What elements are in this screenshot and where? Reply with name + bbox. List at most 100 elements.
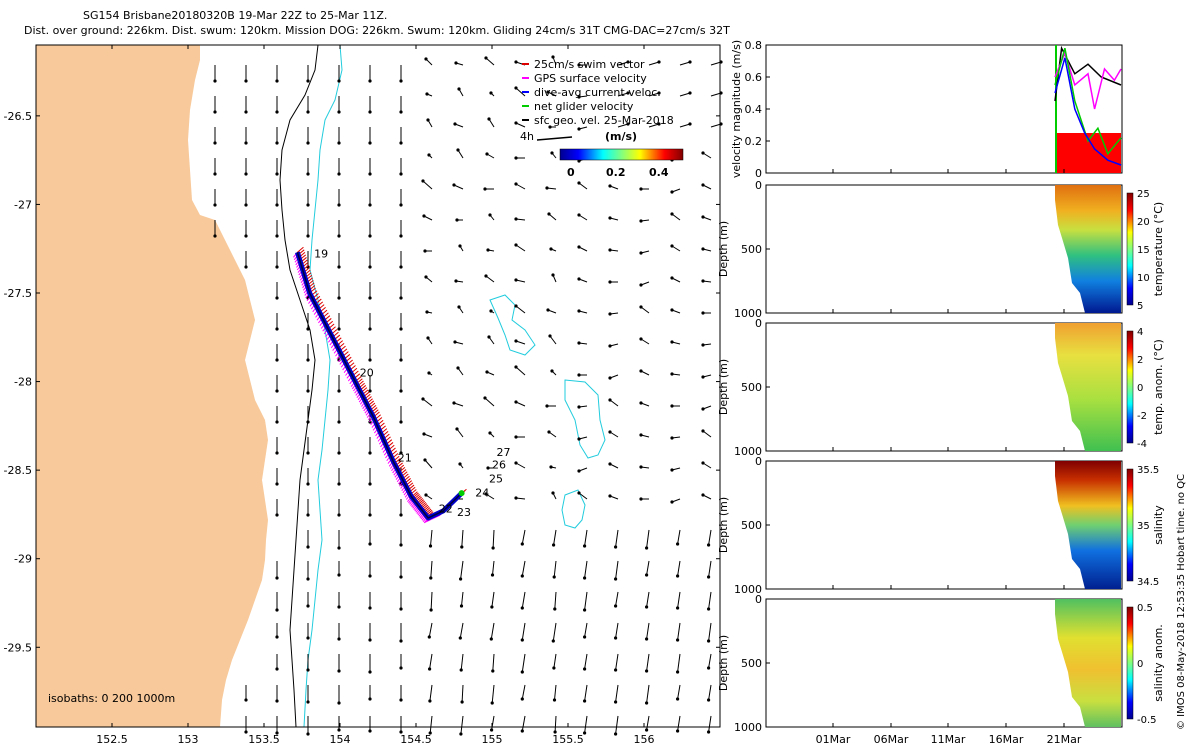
current-arrow bbox=[485, 57, 495, 66]
vel-y-tick-label: 0.4 bbox=[745, 103, 763, 116]
heatmap-ylabel: Depth (m) bbox=[717, 359, 730, 415]
current-arrow bbox=[708, 529, 712, 546]
current-arrow-head bbox=[275, 608, 279, 612]
current-arrow-head bbox=[670, 340, 674, 344]
current-arrow-head bbox=[337, 234, 341, 238]
current-arrow-head bbox=[337, 389, 341, 393]
colorbar-tick: 0.4 bbox=[649, 166, 669, 179]
heatmap-y-tick-label: 1000 bbox=[734, 307, 762, 320]
current-arrow-head bbox=[645, 669, 649, 673]
current-arrow bbox=[429, 653, 433, 670]
current-arrow-head bbox=[455, 218, 459, 222]
current-arrow-head bbox=[688, 122, 692, 126]
day-label: 20 bbox=[360, 366, 374, 379]
current-arrow-head bbox=[275, 172, 279, 176]
current-arrow-head bbox=[399, 513, 403, 517]
current-arrow-head bbox=[244, 110, 248, 114]
current-arrow-head bbox=[514, 304, 518, 308]
current-arrow-head bbox=[670, 190, 674, 194]
map-y-tick-label: -29.5 bbox=[4, 641, 32, 654]
current-arrow-head bbox=[577, 181, 581, 185]
current-arrow-head bbox=[639, 251, 643, 255]
current-arrow-head bbox=[483, 187, 487, 191]
current-arrow-head bbox=[428, 731, 432, 735]
current-arrow-head bbox=[639, 337, 643, 341]
isobaths-label: isobaths: 0 200 1000m bbox=[48, 692, 175, 705]
current-arrow bbox=[677, 529, 681, 545]
current-arrow-head bbox=[707, 639, 711, 643]
current-arrow-head bbox=[337, 141, 341, 145]
current-arrow-head bbox=[275, 327, 279, 331]
current-arrow-head bbox=[456, 148, 460, 152]
current-arrow-head bbox=[213, 203, 217, 207]
date-tick-label: 21Mar bbox=[1047, 733, 1082, 746]
velocity-series-line bbox=[1054, 48, 1122, 156]
current-arrow-head bbox=[577, 277, 581, 281]
current-arrow-head bbox=[484, 274, 488, 278]
current-arrow bbox=[615, 560, 619, 580]
current-arrow bbox=[584, 653, 588, 670]
current-arrow-head bbox=[626, 122, 630, 126]
current-arrow-head bbox=[552, 543, 556, 547]
current-arrow bbox=[460, 560, 464, 580]
current-arrow bbox=[615, 529, 619, 548]
current-arrow-head bbox=[550, 151, 554, 155]
current-arrow-head bbox=[614, 604, 618, 608]
current-arrow-head bbox=[424, 275, 428, 279]
current-arrow-head bbox=[701, 429, 705, 433]
current-arrow-head bbox=[639, 401, 643, 405]
current-arrow-head bbox=[707, 607, 711, 611]
map-y-tick-label: -28 bbox=[14, 376, 32, 389]
isobath-200 bbox=[303, 44, 343, 728]
map-x-tick-label: 152.5 bbox=[96, 733, 128, 746]
current-arrow-head bbox=[639, 497, 643, 501]
current-arrow-head bbox=[368, 451, 372, 455]
current-arrow-head bbox=[368, 729, 372, 733]
velocity-panel: 0 0.2 0.4 0.6 0.8 velocity magnitude (m/s) bbox=[730, 39, 1123, 180]
current-arrow-head bbox=[549, 465, 553, 469]
current-arrow-head bbox=[368, 203, 372, 207]
date-tick-label: 01Mar bbox=[816, 733, 851, 746]
current-arrow-head bbox=[337, 265, 341, 269]
current-arrow-head bbox=[645, 546, 649, 550]
day-label: 25 bbox=[489, 473, 503, 486]
legend: 25cm/s swim vector GPS surface velocity … bbox=[520, 58, 684, 179]
current-arrow-head bbox=[489, 309, 493, 313]
current-arrow-head bbox=[577, 127, 581, 131]
eddy-contour-1 bbox=[489, 294, 536, 356]
current-arrow-head bbox=[670, 372, 674, 376]
current-arrow-head bbox=[577, 491, 581, 495]
colorbar-tick-label: 0.5 bbox=[1137, 603, 1153, 614]
current-arrow-head bbox=[488, 431, 492, 435]
current-arrow-head bbox=[676, 670, 680, 674]
current-arrow-head bbox=[275, 576, 279, 580]
current-arrow-head bbox=[514, 400, 518, 404]
current-arrow bbox=[521, 622, 526, 641]
current-arrow-head bbox=[514, 496, 518, 500]
current-arrow bbox=[640, 306, 650, 314]
day-label: 24 bbox=[475, 487, 489, 500]
current-arrow-head bbox=[459, 604, 464, 608]
current-arrow-head bbox=[707, 575, 711, 579]
current-arrow-head bbox=[337, 669, 341, 673]
current-arrow bbox=[708, 684, 712, 701]
current-arrow bbox=[679, 92, 691, 97]
current-arrow-head bbox=[545, 186, 549, 190]
current-arrow-head bbox=[577, 63, 581, 67]
current-arrow-head bbox=[306, 451, 310, 455]
current-arrow-head bbox=[491, 546, 495, 550]
current-arrow-head bbox=[490, 605, 494, 609]
map-y-tick-label: -28.5 bbox=[4, 464, 32, 477]
current-arrow bbox=[646, 529, 650, 549]
day-label: 22 bbox=[439, 503, 453, 516]
current-arrow-head bbox=[676, 574, 680, 578]
current-arrow bbox=[492, 653, 495, 672]
current-arrow-head bbox=[244, 265, 248, 269]
day-label: 27 bbox=[497, 446, 511, 459]
current-arrow-head bbox=[514, 60, 518, 64]
current-arrow-head bbox=[275, 513, 279, 517]
current-arrow-head bbox=[337, 203, 341, 207]
current-arrow bbox=[609, 399, 619, 407]
colorbar-tick-label: 35.5 bbox=[1137, 465, 1159, 476]
